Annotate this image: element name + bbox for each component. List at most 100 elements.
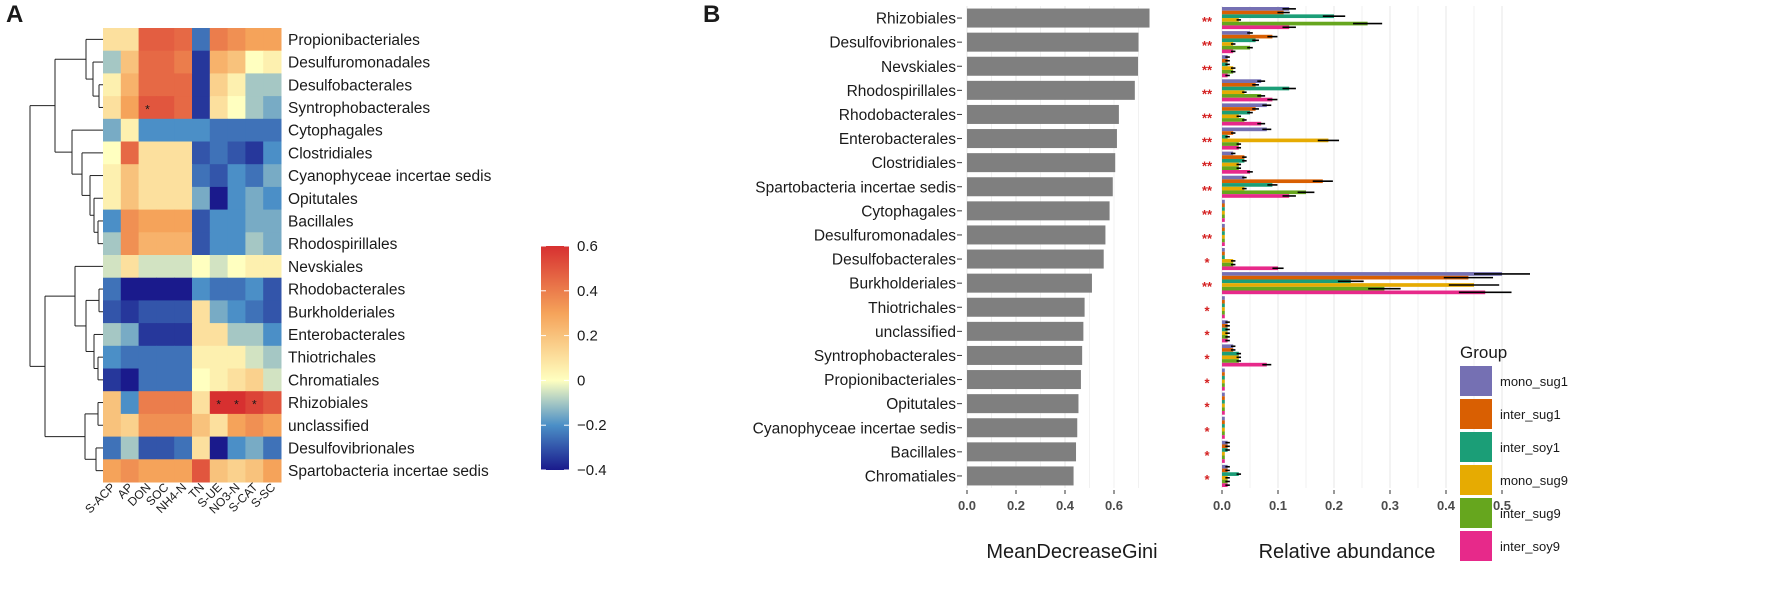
heatmap-cell xyxy=(120,459,140,483)
heatmap-cell xyxy=(192,323,211,347)
heatmap-cell xyxy=(138,73,157,97)
abundance-bar xyxy=(1222,359,1239,363)
heatmap-cell xyxy=(156,459,175,483)
heatmap-cell xyxy=(120,436,140,460)
heatmap-cell xyxy=(103,186,122,211)
heatmap-cell xyxy=(120,277,140,301)
gini-bars xyxy=(967,8,1150,486)
abundance-bar xyxy=(1222,166,1239,171)
abundance-bar xyxy=(1222,142,1239,146)
abundance-bar xyxy=(1222,45,1250,50)
gini-category-label: Desulfovibrionales xyxy=(829,35,956,52)
heatmap-cell xyxy=(227,50,246,74)
heatmap-cell xyxy=(209,73,229,97)
gini-bar xyxy=(967,442,1077,462)
heatmap-cell xyxy=(227,436,246,460)
gini-bar xyxy=(967,56,1139,76)
gini-category-label: Opitutales xyxy=(886,396,956,413)
abundance-bar xyxy=(1222,134,1228,139)
heatmap-cell xyxy=(263,277,282,301)
gini-bar xyxy=(967,370,1081,390)
heatmap-cell xyxy=(192,73,211,97)
abundance-bar xyxy=(1222,303,1225,308)
abundance-x-tick-label: 0.3 xyxy=(1381,498,1399,513)
heatmap-cell xyxy=(174,368,193,392)
gini-bar xyxy=(967,394,1079,414)
abundance-bar xyxy=(1222,440,1228,445)
heatmap-cell xyxy=(174,118,193,142)
abundance-bar xyxy=(1222,90,1245,95)
heatmap-cell xyxy=(263,391,282,415)
gini-category-label: Desulfuromonadales xyxy=(814,227,956,244)
abundance-bar xyxy=(1222,279,1351,284)
heatmap-cell xyxy=(227,368,246,392)
abundance-bar xyxy=(1222,362,1267,367)
heatmap-cell xyxy=(227,413,246,438)
gini-bar xyxy=(967,273,1092,293)
heatmap-row-label: Rhodospirillales xyxy=(288,236,398,253)
abundance-bar xyxy=(1222,411,1225,415)
gini-x-tick-label: 0.0 xyxy=(958,498,976,513)
heatmap-cell xyxy=(174,391,193,415)
abundance-bar xyxy=(1222,203,1225,208)
heatmap-cell xyxy=(120,413,140,438)
significance-marker: ** xyxy=(1202,183,1213,198)
legend-label: inter_sug1 xyxy=(1500,407,1561,422)
abundance-bar xyxy=(1222,351,1239,356)
heatmap-cell xyxy=(174,28,193,52)
heatmap-cell xyxy=(120,28,140,52)
significance-marker: * xyxy=(1204,448,1210,463)
gini-category-label: Clostridiales xyxy=(872,155,957,172)
heatmap-cell xyxy=(245,141,264,165)
heatmap-cell xyxy=(209,300,229,324)
abundance-bar xyxy=(1222,331,1228,336)
heatmap-cell xyxy=(227,391,246,415)
abundance-gridlines xyxy=(1221,6,1503,488)
heatmap-cell xyxy=(138,232,157,256)
heatmap-cell xyxy=(103,232,122,256)
abundance-bar xyxy=(1222,194,1290,198)
heatmap-cell xyxy=(209,459,229,483)
abundance-bar xyxy=(1222,14,1334,19)
abundance-bar xyxy=(1222,118,1245,122)
heatmap-cell xyxy=(209,255,229,279)
colorbar: 0.6 0.4 0.2 0 −0.2 −0.4 xyxy=(541,238,607,479)
heatmap-cell xyxy=(156,368,175,392)
abundance-bar xyxy=(1222,283,1474,287)
abundance-bar xyxy=(1222,262,1234,267)
heatmap-cell xyxy=(156,391,175,415)
heatmap-cell xyxy=(263,459,282,483)
legend-label: inter_sug9 xyxy=(1500,506,1561,521)
abundance-bar xyxy=(1222,327,1228,332)
heatmap-cell xyxy=(120,118,140,142)
heatmap-cell xyxy=(103,300,122,324)
heatmap-cell xyxy=(192,413,211,438)
heatmap-cell xyxy=(156,345,175,369)
abundance-bar xyxy=(1222,379,1225,384)
heatmap-cell xyxy=(245,186,264,211)
heatmap-cell xyxy=(192,391,211,415)
heatmap-cell xyxy=(103,141,122,165)
abundance-bar xyxy=(1222,138,1329,143)
heatmap-cell xyxy=(103,50,122,74)
heatmap-cell xyxy=(120,232,140,256)
heatmap-cell xyxy=(103,164,122,188)
abundance-bar xyxy=(1222,73,1228,78)
gini-bar xyxy=(967,32,1139,52)
significance-marker: ** xyxy=(1202,14,1213,29)
heatmap-cell xyxy=(120,96,140,120)
heatmap-cell xyxy=(138,459,157,483)
abundance-bar xyxy=(1222,218,1225,222)
heatmap-cell xyxy=(245,209,264,233)
heatmap-cell xyxy=(263,345,282,369)
heatmap-cell xyxy=(263,118,282,142)
heatmap-row-label: Syntrophobacterales xyxy=(288,100,430,117)
significance-marker: * xyxy=(1204,351,1210,366)
heatmap-cell xyxy=(174,73,193,97)
colorbar-tick-label: −0.2 xyxy=(577,417,607,434)
abundance-bar xyxy=(1222,79,1262,83)
heatmap-cell xyxy=(245,118,264,142)
abundance-bar xyxy=(1222,103,1267,108)
heatmap-cell xyxy=(138,436,157,460)
heatmap-row-label: Rhodobacterales xyxy=(288,282,405,299)
